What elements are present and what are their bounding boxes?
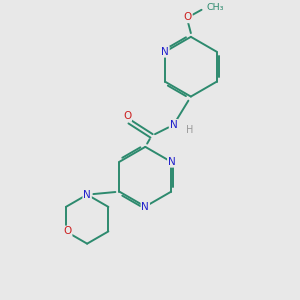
Text: O: O — [63, 226, 72, 236]
Text: N: N — [170, 120, 177, 130]
Text: N: N — [83, 190, 91, 200]
Text: N: N — [168, 157, 176, 167]
Text: N: N — [141, 202, 149, 212]
Text: CH₃: CH₃ — [207, 3, 224, 12]
Text: O: O — [123, 111, 131, 121]
Text: H: H — [186, 124, 193, 135]
Text: N: N — [161, 47, 169, 57]
Text: O: O — [184, 12, 192, 22]
